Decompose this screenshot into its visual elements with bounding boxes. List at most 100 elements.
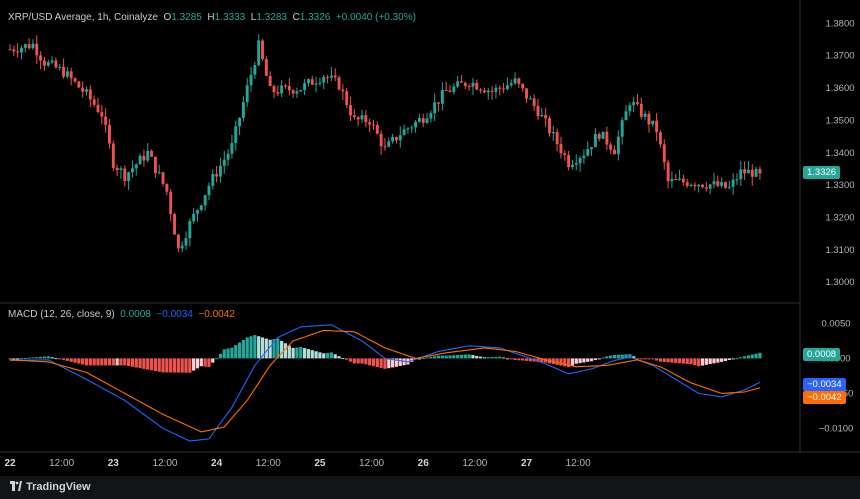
candle-body — [192, 213, 196, 222]
macd-histogram-bar — [452, 355, 456, 359]
candle-body — [329, 75, 333, 78]
macd-histogram-bar — [635, 358, 640, 360]
candle-body — [456, 81, 460, 87]
high-label: H — [207, 12, 215, 23]
macd-histogram-bar — [325, 352, 330, 359]
candle-body — [574, 163, 578, 165]
macd-line-tag: −0.0034 — [803, 378, 846, 391]
candle-body — [658, 132, 662, 145]
candle-body — [743, 169, 747, 174]
macd-histogram-bar — [8, 358, 12, 360]
candle-body — [203, 195, 207, 206]
candle-body — [551, 131, 555, 134]
candle-body — [35, 43, 39, 56]
candle-body — [23, 44, 27, 48]
macd-histogram-bar — [612, 354, 617, 359]
candle-body — [16, 51, 20, 53]
macd-histogram-bar — [88, 358, 92, 366]
tradingview-logo[interactable]: TradingView — [10, 481, 91, 493]
macd-histogram-bar — [54, 358, 58, 360]
candle-body — [636, 102, 639, 104]
macd-histogram-bar — [436, 355, 441, 359]
candle-body — [257, 40, 261, 66]
macd-histogram-bar — [165, 358, 169, 373]
macd-histogram-bar — [77, 358, 81, 364]
candle-body — [127, 172, 131, 181]
candle-body — [674, 179, 678, 181]
macd-histogram-bar — [368, 358, 372, 366]
macd-histogram-bar — [211, 358, 215, 363]
macd-histogram-bar — [42, 356, 47, 359]
macd-histogram-bar — [574, 358, 578, 364]
candle-body — [613, 149, 616, 155]
macd-histogram-bar — [310, 350, 314, 359]
time-tick-label: 23 — [108, 458, 120, 469]
candle-body — [180, 245, 184, 249]
macd-histogram-bar — [100, 358, 104, 366]
macd-histogram-bar — [318, 352, 322, 359]
macd-histogram-bar — [65, 358, 69, 361]
macd-histogram-bar — [463, 354, 467, 359]
macd-histogram-bar — [746, 355, 751, 359]
candle-body — [624, 111, 628, 121]
macd-histogram-bar — [620, 354, 624, 359]
candle-body — [108, 124, 111, 144]
macd-histogram-bar — [616, 354, 620, 359]
macd-histogram-bar — [670, 358, 674, 363]
time-tick-label: 24 — [211, 458, 223, 469]
candle-body — [437, 102, 440, 104]
macd-histogram-bar — [107, 358, 112, 366]
candle-body — [146, 150, 150, 161]
candle-body — [199, 205, 203, 211]
candle-body — [58, 66, 62, 68]
candle-body — [704, 187, 708, 189]
time-tick-label: 26 — [418, 458, 430, 469]
symbol-title: XRP/USD Average, 1h, Coinalyze — [8, 12, 158, 23]
macd-histogram-bar — [375, 358, 379, 368]
candle-body — [525, 88, 528, 99]
macd-histogram-bar — [287, 345, 291, 359]
candle-body — [69, 71, 73, 79]
candle-body — [272, 86, 276, 93]
macd-histogram-bar — [425, 357, 429, 359]
candle-body — [230, 143, 234, 154]
macd-histogram-bar — [280, 340, 284, 359]
candle-body — [31, 43, 35, 49]
candle-body — [50, 60, 54, 63]
candle-body — [394, 137, 398, 141]
macd-histogram-bar — [142, 358, 146, 369]
candle-body — [368, 122, 372, 125]
macd-histogram-bar — [693, 358, 697, 366]
candle-body — [521, 83, 525, 89]
candle-body — [73, 78, 77, 82]
macd-histogram-bar — [536, 358, 540, 362]
macd-histogram-bar — [295, 347, 299, 359]
macd-histogram-bar — [685, 358, 689, 364]
candle-body — [628, 105, 632, 112]
candle-body — [429, 113, 433, 119]
macd-tick-label: 0.0050 — [821, 318, 850, 329]
candle-body — [88, 89, 92, 100]
candle-body — [142, 155, 146, 161]
candle-body — [391, 137, 395, 142]
macd-histogram-bar — [517, 358, 521, 361]
candle-body — [662, 144, 666, 163]
candle-body — [406, 128, 410, 130]
macd-histogram-bar — [12, 358, 16, 360]
price-tick-label: 1.3500 — [825, 115, 854, 126]
candle-body — [567, 154, 571, 168]
candle-body — [96, 104, 100, 113]
macd-histogram-bar — [475, 355, 479, 359]
macd-histogram-bar — [226, 348, 230, 359]
chart-canvas[interactable]: 1.3800 1.3700 1.3600 1.3500 1.3400 1.3300 1.32… — [0, 0, 860, 476]
macd-histogram-bar — [92, 358, 96, 366]
macd-legend: MACD (12, 26, close, 9) 0.0008 −0.0034 −… — [8, 309, 235, 320]
candle-body — [364, 115, 368, 123]
candle-body — [712, 181, 716, 185]
macd-histogram-bar — [601, 357, 605, 359]
macd-histogram-bar — [444, 355, 448, 359]
macd-histogram-bar — [146, 358, 150, 370]
candle-body — [544, 114, 548, 119]
candle-body — [620, 120, 624, 137]
